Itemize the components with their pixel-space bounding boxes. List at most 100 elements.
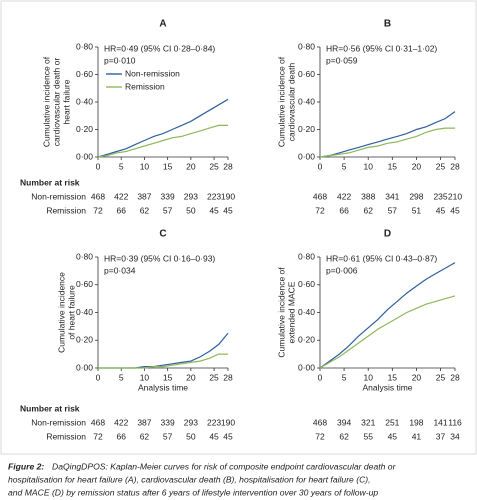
y-tick-label: 0·80 xyxy=(76,41,93,51)
risk-row-label: Non-remission xyxy=(31,417,86,427)
x-tick-label: 10 xyxy=(140,372,150,382)
risk-count: 55 xyxy=(363,431,373,441)
risk-count: 339 xyxy=(161,191,175,201)
y-axis-label: extended MACE xyxy=(286,281,296,343)
risk-count: 210 xyxy=(448,191,462,201)
km-curve xyxy=(97,98,229,158)
risk-count: 62 xyxy=(363,205,373,215)
y-tick-label: 0·40 xyxy=(76,96,93,106)
km-curve xyxy=(319,262,456,369)
risk-row-label: Remission xyxy=(46,205,86,215)
risk-count: 62 xyxy=(140,431,150,441)
risk-count: 141 xyxy=(433,417,447,427)
y-axis-label: cardiovascular death or xyxy=(51,58,61,147)
risk-count: 251 xyxy=(385,417,399,427)
y-tick-label: 0·80 xyxy=(76,251,93,261)
y-axis-label: heart failure xyxy=(61,79,71,124)
risk-count: 41 xyxy=(412,431,422,441)
km-curve xyxy=(98,332,229,369)
legend-label: Remission xyxy=(125,81,165,91)
x-tick-label: 0 xyxy=(96,372,101,382)
risk-count: 387 xyxy=(137,417,151,427)
risk-count: 66 xyxy=(116,205,126,215)
risk-count: 72 xyxy=(93,205,103,215)
y-tick-label: 0·40 xyxy=(298,307,315,317)
x-tick-label: 10 xyxy=(140,161,150,171)
km-curve xyxy=(97,124,228,158)
y-tick-label: 0·20 xyxy=(298,335,315,345)
x-tick-label: 28 xyxy=(450,161,460,171)
x-tick-label: 28 xyxy=(223,372,233,382)
risk-count: 45 xyxy=(450,205,460,215)
y-tick-label: 0·60 xyxy=(76,69,93,79)
y-tick-label: 0·40 xyxy=(76,307,93,317)
y-tick-label: 0·40 xyxy=(298,96,315,106)
risk-count: 72 xyxy=(93,431,103,441)
risk-count: 116 xyxy=(448,417,462,427)
y-axis-label: Cumulative incidence of xyxy=(41,56,51,147)
risk-count: 190 xyxy=(221,417,235,427)
annotation: HR=0·61 (95% CI 0·43–0·87) xyxy=(326,253,437,263)
risk-count: 45 xyxy=(209,205,219,215)
x-tick-label: 0 xyxy=(318,372,323,382)
y-tick-label: 0·20 xyxy=(298,124,315,134)
x-tick-label: 10 xyxy=(363,372,373,382)
risk-count: 45 xyxy=(223,431,233,441)
risk-count: 45 xyxy=(223,205,233,215)
risk-row-label: Non-remission xyxy=(31,191,86,201)
x-tick-label: 25 xyxy=(209,372,219,382)
risk-count: 66 xyxy=(116,431,126,441)
risk-count: 341 xyxy=(385,191,399,201)
risk-count: 468 xyxy=(313,417,327,427)
risk-count: 37 xyxy=(436,431,446,441)
risk-table-title: Number at risk xyxy=(20,177,80,187)
x-tick-label: 25 xyxy=(209,161,219,171)
y-tick-label: 0·20 xyxy=(76,335,93,345)
km-curve xyxy=(319,111,456,158)
risk-count: 57 xyxy=(163,205,173,215)
caption-line: hospitalisation for heart failure (A), c… xyxy=(8,474,371,484)
y-tick-label: 0·00 xyxy=(76,151,93,161)
y-tick-label: 0·00 xyxy=(298,151,315,161)
y-tick-label: 0·20 xyxy=(76,124,93,134)
risk-count: 66 xyxy=(339,205,349,215)
x-tick-label: 25 xyxy=(436,372,446,382)
risk-count: 45 xyxy=(388,431,398,441)
x-tick-label: 0 xyxy=(96,161,101,171)
risk-count: 223 xyxy=(207,417,221,427)
y-tick-label: 0·00 xyxy=(298,362,315,372)
x-tick-label: 28 xyxy=(450,372,460,382)
risk-count: 34 xyxy=(450,431,460,441)
risk-count: 72 xyxy=(315,431,325,441)
risk-count: 235 xyxy=(433,191,447,201)
y-tick-label: 0·80 xyxy=(298,41,315,51)
panel-label: C xyxy=(159,229,166,240)
km-curve xyxy=(319,127,455,158)
y-tick-label: 0·60 xyxy=(298,279,315,289)
risk-count: 422 xyxy=(114,191,128,201)
x-axis-label: Analysis time xyxy=(362,382,412,392)
risk-count: 62 xyxy=(140,205,150,215)
annotation: p=0·010 xyxy=(104,55,136,65)
panel-label: A xyxy=(159,19,166,30)
y-tick-label: 0·00 xyxy=(76,362,93,372)
x-tick-label: 20 xyxy=(412,161,422,171)
risk-count: 394 xyxy=(337,417,351,427)
annotation: p=0·059 xyxy=(326,55,358,65)
risk-count: 422 xyxy=(114,417,128,427)
annotation: HR=0·56 (95% CI 0·31–1·02) xyxy=(326,43,437,53)
x-tick-label: 25 xyxy=(436,161,446,171)
risk-count: 57 xyxy=(388,205,398,215)
risk-count: 50 xyxy=(186,205,196,215)
risk-count: 298 xyxy=(409,191,423,201)
risk-count: 293 xyxy=(184,417,198,427)
x-tick-label: 5 xyxy=(119,372,124,382)
panel-label: B xyxy=(384,19,391,30)
annotation: HR=0·39 (95% CI 0·16–0·93) xyxy=(104,253,215,263)
risk-count: 62 xyxy=(339,431,349,441)
y-tick-label: 0·80 xyxy=(298,251,315,261)
y-axis-label: of heart failure xyxy=(66,285,76,340)
figure-frame xyxy=(0,0,477,455)
risk-count: 387 xyxy=(137,191,151,201)
